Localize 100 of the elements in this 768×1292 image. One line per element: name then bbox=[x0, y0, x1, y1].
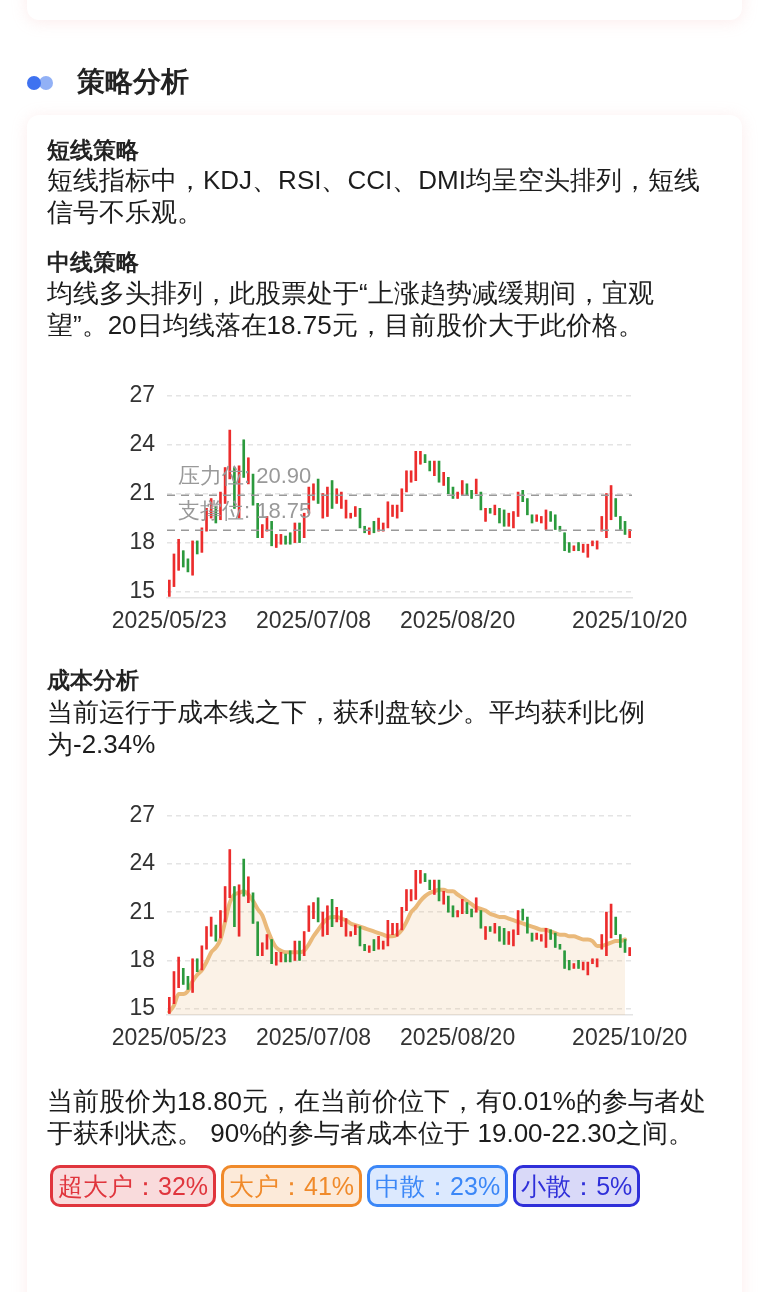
candlestick bbox=[312, 483, 315, 501]
candlestick bbox=[512, 511, 515, 529]
candlestick bbox=[451, 905, 455, 918]
candlestick bbox=[614, 498, 618, 517]
candlestick bbox=[298, 940, 301, 961]
y-tick-label: 24 bbox=[129, 430, 156, 457]
y-tick-label: 18 bbox=[129, 945, 155, 972]
y-tick-label: 24 bbox=[129, 849, 156, 876]
y-tick-label: 18 bbox=[129, 527, 155, 554]
candlestick bbox=[553, 514, 557, 531]
candlestick bbox=[358, 926, 362, 947]
candlestick bbox=[437, 460, 441, 483]
candlestick bbox=[391, 504, 394, 517]
candlestick bbox=[377, 935, 380, 950]
x-tick-label: 2025/05/23 bbox=[111, 607, 227, 634]
candlestick bbox=[168, 579, 171, 597]
y-tick-label: 15 bbox=[129, 576, 155, 603]
candlestick bbox=[526, 498, 529, 516]
candlestick bbox=[549, 511, 552, 522]
x-tick-label: 2025/05/23 bbox=[111, 1024, 227, 1051]
candlestick bbox=[577, 542, 580, 552]
candlestick bbox=[247, 457, 250, 485]
x-tick-label: 2025/07/08 bbox=[255, 1024, 372, 1051]
candlestick bbox=[456, 910, 459, 918]
candlestick bbox=[349, 512, 353, 519]
candlestick bbox=[191, 958, 194, 994]
candlestick bbox=[470, 908, 473, 918]
candlestick bbox=[326, 486, 329, 517]
chart-title: 成本分析 bbox=[47, 666, 139, 695]
text: 策略分析 bbox=[77, 65, 189, 99]
candlestick bbox=[563, 532, 566, 552]
candlestick bbox=[493, 504, 497, 516]
candlestick bbox=[419, 450, 422, 465]
candlestick bbox=[581, 961, 585, 971]
candlestick bbox=[288, 950, 292, 963]
candlestick bbox=[572, 963, 576, 969]
y-tick-label: 27 bbox=[129, 801, 155, 828]
badge: 中散：23% bbox=[367, 1165, 509, 1207]
x-tick-label: 2025/10/20 bbox=[572, 607, 688, 634]
x-tick-label: 2025/07/08 bbox=[255, 607, 372, 634]
candlestick bbox=[540, 934, 543, 942]
candlestick bbox=[433, 460, 436, 477]
candlestick bbox=[600, 934, 604, 950]
badge: 小散：5% bbox=[513, 1165, 641, 1207]
candlestick bbox=[516, 491, 520, 517]
x-tick-label: 2025/10/20 bbox=[572, 1024, 688, 1051]
candlestick bbox=[386, 501, 390, 529]
candlestick bbox=[242, 439, 246, 478]
chart-subtitle: 均线多头排列，此股票处于“上涨趋势减缓期间，宜观望”。20日均线落在18.75元，目前股价大于此价格。 bbox=[47, 278, 655, 341]
badge: 超大户：32% bbox=[50, 1165, 217, 1207]
x-tick-label: 2025/08/20 bbox=[400, 607, 516, 634]
candlestick bbox=[563, 950, 566, 969]
candlestick bbox=[191, 540, 194, 576]
candlestick bbox=[460, 480, 464, 496]
y-tick-label: 21 bbox=[129, 897, 155, 924]
candlestick bbox=[330, 480, 334, 509]
candlestick bbox=[195, 540, 199, 555]
candlestick bbox=[293, 940, 297, 961]
candlestick bbox=[316, 478, 320, 504]
candlestick bbox=[354, 506, 357, 517]
candlestick bbox=[498, 926, 501, 942]
candlestick bbox=[567, 542, 571, 553]
candlestick bbox=[447, 895, 450, 913]
candlestick bbox=[340, 491, 343, 509]
text: 当前股价为18.80元，在当前价位下，有0.01%的参与者处于获利状态。 90%的参与者成本位于 19.00-22.30之间。 bbox=[47, 1086, 707, 1149]
candlestick bbox=[479, 910, 483, 929]
candlestick bbox=[409, 889, 413, 902]
ref-line-label: 压力位: 20.90 bbox=[178, 463, 312, 489]
candlestick bbox=[502, 927, 506, 945]
candlestick bbox=[200, 527, 204, 553]
candlestick bbox=[219, 910, 222, 939]
candlestick bbox=[428, 460, 432, 472]
chart-subtitle: 当前运行于成本线之下，获利盘较少。平均获利比例为-2.34% bbox=[47, 697, 646, 760]
candlestick bbox=[442, 890, 446, 905]
candlestick bbox=[484, 926, 487, 940]
x-tick-label: 2025/08/20 bbox=[400, 1024, 516, 1051]
candlestick bbox=[284, 953, 287, 963]
y-tick-label: 27 bbox=[129, 381, 155, 408]
candlestick bbox=[177, 538, 180, 571]
badge: 大户：41% bbox=[221, 1165, 363, 1207]
candlestick bbox=[507, 512, 511, 527]
candlestick bbox=[549, 929, 552, 940]
candlestick bbox=[367, 945, 371, 953]
candlestick bbox=[344, 918, 348, 937]
candlestick bbox=[572, 545, 576, 552]
candlestick bbox=[214, 924, 218, 942]
candlestick bbox=[381, 940, 385, 950]
candlestick bbox=[474, 897, 478, 913]
y-tick-label: 21 bbox=[129, 478, 155, 505]
text: 短线指标中，KDJ、RSI、CCI、DMI均呈空头排列，短线信号不乐观。 bbox=[47, 165, 701, 228]
y-tick-label: 15 bbox=[129, 993, 155, 1020]
candlestick bbox=[321, 911, 325, 937]
candlestick bbox=[502, 509, 506, 527]
candlestick bbox=[591, 540, 594, 547]
candlestick bbox=[428, 879, 432, 891]
candlestick bbox=[433, 879, 436, 896]
candlestick bbox=[265, 934, 269, 950]
candlestick bbox=[526, 916, 529, 934]
candlestick bbox=[242, 858, 246, 897]
candlestick bbox=[288, 532, 292, 545]
